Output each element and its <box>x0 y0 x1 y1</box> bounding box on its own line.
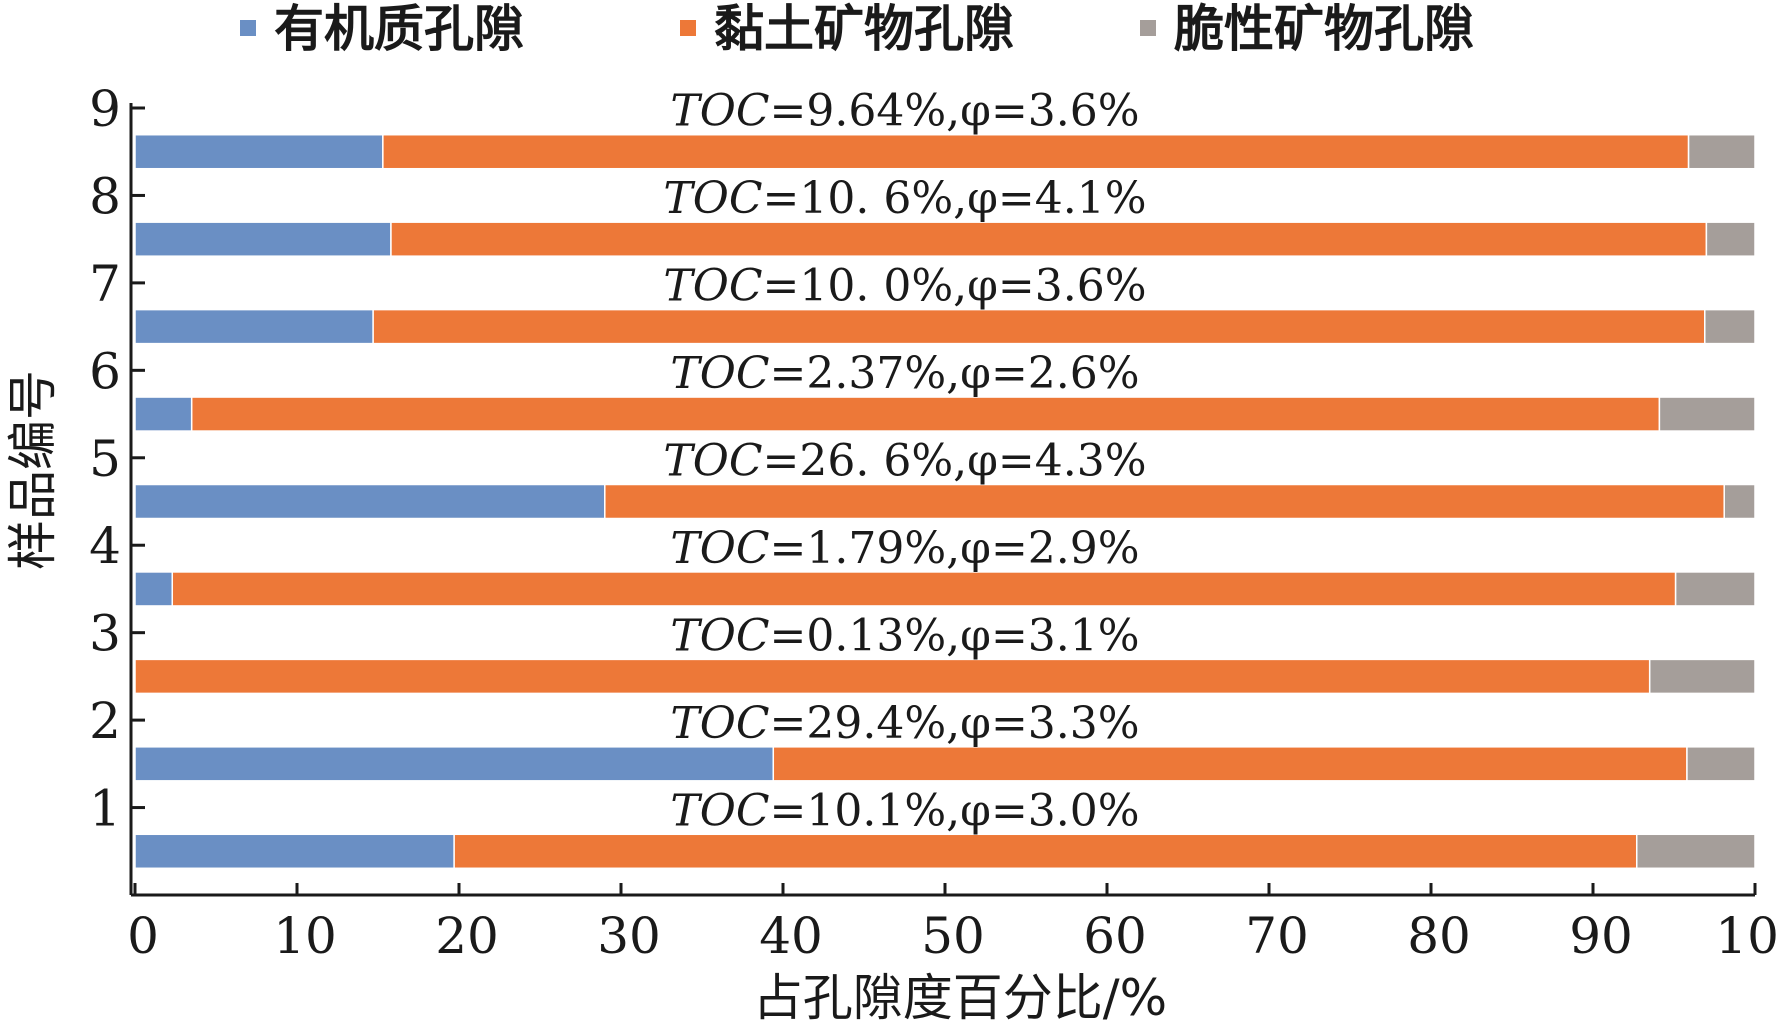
annotation-sample-7: TOC=10. 0%,φ=3.6% <box>663 261 1146 312</box>
bar-sample-1-series-1 <box>134 833 455 870</box>
annotation-sample-1: TOC=10.1%,φ=3.0% <box>670 785 1139 836</box>
bar-sample-6-series-3 <box>1658 396 1756 432</box>
y-tick-label: 4 <box>89 517 121 575</box>
bar-sample-4-series-2 <box>171 571 1677 607</box>
annotations: TOC=10.1%,φ=3.0% TOC=29.4%,φ=3.3% TOC=0.13… <box>663 86 1146 837</box>
y-tick-label: 9 <box>89 80 121 138</box>
legend-label-3: 脆性矿物孔隙 <box>1174 0 1474 58</box>
x-tick-label: 0 <box>127 907 159 965</box>
legend-swatch-2 <box>680 20 696 36</box>
bars <box>134 133 1756 870</box>
bar-sample-8-series-3 <box>1705 221 1756 257</box>
bar-sample-2-series-1 <box>134 746 775 782</box>
bar-sample-5-series-2 <box>604 483 1725 520</box>
bar-sample-6-series-1 <box>134 396 193 432</box>
axes: 0 10 20 30 40 50 60 70 80 90 100 1 2 3 4 5 6 7 8 9 <box>89 80 1782 965</box>
y-tick-label: 5 <box>89 430 121 488</box>
bar-sample-7-series-3 <box>1704 308 1756 345</box>
legend: 有机质孔隙 黏土矿物孔隙 脆性矿物孔隙 <box>240 0 1474 58</box>
annotation-sample-5: TOC=26. 6%,φ=4.3% <box>663 436 1146 487</box>
bar-sample-2-series-2 <box>772 746 1688 782</box>
bar-sample-8-series-1 <box>134 221 392 257</box>
annotation-sample-6: TOC=2.37%,φ=2.6% <box>670 348 1139 399</box>
annotation-sample-2: TOC=29.4%,φ=3.3% <box>670 698 1139 749</box>
bar-sample-1-series-2 <box>453 833 1638 870</box>
bar-sample-6-series-2 <box>190 396 1661 432</box>
x-tick-label: 50 <box>921 907 985 965</box>
y-tick-label: 1 <box>89 780 121 838</box>
bar-sample-8-series-2 <box>390 221 1708 257</box>
legend-label-2: 黏土矿物孔隙 <box>714 0 1014 58</box>
y-tick-label: 6 <box>89 342 121 400</box>
x-tick-label: 20 <box>435 907 499 965</box>
bar-sample-3-series-3 <box>1648 658 1756 695</box>
x-tick-label: 40 <box>759 907 823 965</box>
x-tick-label: 30 <box>597 907 661 965</box>
bar-sample-5-series-3 <box>1723 483 1756 520</box>
annotation-sample-4: TOC=1.79%,φ=2.9% <box>670 523 1139 574</box>
y-tick-label: 2 <box>89 692 121 750</box>
x-axis-title: 占孔隙度百分比/% <box>753 969 1167 1027</box>
bar-sample-4-series-1 <box>134 571 174 607</box>
bar-sample-9-series-1 <box>134 133 384 170</box>
bar-sample-4-series-3 <box>1674 571 1756 607</box>
bar-sample-2-series-3 <box>1686 746 1756 782</box>
bar-sample-5-series-1 <box>134 483 606 520</box>
annotation-sample-8: TOC=10. 6%,φ=4.1% <box>663 173 1146 224</box>
bar-sample-3-series-2 <box>134 658 1651 695</box>
bar-sample-1-series-3 <box>1635 833 1756 870</box>
y-axis-title: 样品编号 <box>4 370 62 570</box>
y-tick-label: 7 <box>89 255 121 313</box>
x-tick-label: 10 <box>273 907 337 965</box>
bar-sample-9-series-3 <box>1687 133 1756 170</box>
bar-sample-9-series-2 <box>382 133 1690 170</box>
x-tick-label: 80 <box>1407 907 1471 965</box>
annotation-sample-3: TOC=0.13%,φ=3.1% <box>670 610 1139 661</box>
annotation-sample-9: TOC=9.64%,φ=3.6% <box>670 86 1139 137</box>
x-tick-label: 70 <box>1245 907 1309 965</box>
legend-swatch-3 <box>1140 20 1156 36</box>
bar-sample-7-series-1 <box>134 308 374 345</box>
legend-swatch-1 <box>240 20 256 36</box>
y-tick-label: 8 <box>89 167 121 225</box>
x-tick-label: 90 <box>1569 907 1633 965</box>
bar-sample-7-series-2 <box>372 308 1706 345</box>
legend-label-1: 有机质孔隙 <box>274 0 524 58</box>
x-tick-label: 60 <box>1083 907 1147 965</box>
x-tick-label: 100 <box>1715 907 1782 965</box>
y-tick-label: 3 <box>89 605 121 663</box>
